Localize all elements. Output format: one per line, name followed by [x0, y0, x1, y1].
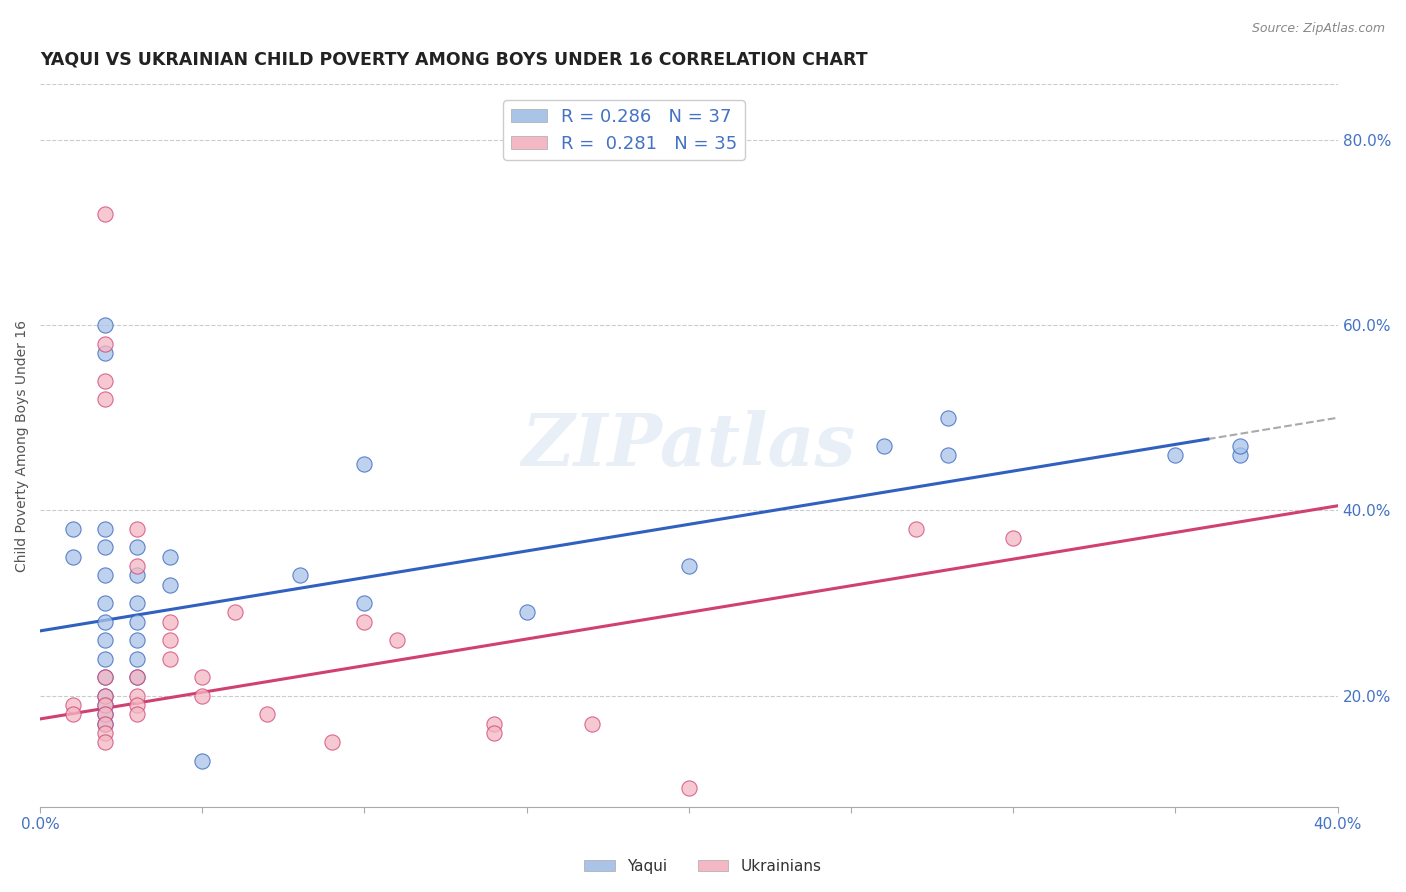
Point [94, 596, 117, 610]
Point [127, 522, 149, 536]
Point [385, 633, 408, 648]
Point [127, 615, 149, 629]
Point [224, 606, 246, 620]
Point [62, 707, 84, 722]
Point [938, 410, 960, 425]
Point [159, 577, 181, 591]
Legend: Yaqui, Ukrainians: Yaqui, Ukrainians [578, 853, 828, 880]
Point [94, 698, 117, 712]
Point [159, 633, 181, 648]
Point [1229, 448, 1251, 462]
Point [256, 707, 278, 722]
Point [94, 670, 117, 684]
Point [353, 596, 375, 610]
Point [94, 707, 117, 722]
Point [127, 596, 149, 610]
Point [94, 374, 117, 388]
Point [678, 559, 700, 574]
Point [94, 207, 117, 221]
Point [94, 615, 117, 629]
Point [94, 716, 117, 731]
Point [94, 633, 117, 648]
Point [321, 735, 343, 749]
Point [127, 559, 149, 574]
Point [127, 633, 149, 648]
Point [484, 726, 506, 740]
Point [94, 318, 117, 332]
Point [678, 781, 700, 796]
Point [94, 522, 117, 536]
Point [94, 707, 117, 722]
Point [127, 670, 149, 684]
Point [516, 606, 538, 620]
Point [353, 457, 375, 471]
Point [288, 568, 311, 582]
Text: YAQUI VS UKRAINIAN CHILD POVERTY AMONG BOYS UNDER 16 CORRELATION CHART: YAQUI VS UKRAINIAN CHILD POVERTY AMONG B… [41, 51, 868, 69]
Point [159, 549, 181, 564]
Point [904, 522, 927, 536]
Point [94, 392, 117, 407]
Point [1164, 448, 1187, 462]
Point [127, 541, 149, 555]
Point [127, 651, 149, 665]
Point [94, 346, 117, 360]
Point [353, 615, 375, 629]
Point [94, 568, 117, 582]
Point [62, 549, 84, 564]
Point [94, 336, 117, 351]
Point [191, 670, 214, 684]
Point [484, 716, 506, 731]
Point [94, 726, 117, 740]
Point [127, 689, 149, 703]
Legend: R = 0.286   N = 37, R =  0.281   N = 35: R = 0.286 N = 37, R = 0.281 N = 35 [503, 101, 745, 160]
Point [62, 522, 84, 536]
Point [1229, 438, 1251, 452]
Point [159, 651, 181, 665]
Point [94, 735, 117, 749]
Point [127, 568, 149, 582]
Point [94, 689, 117, 703]
Text: Source: ZipAtlas.com: Source: ZipAtlas.com [1251, 22, 1385, 36]
Point [94, 541, 117, 555]
Point [872, 438, 894, 452]
Point [191, 689, 214, 703]
Point [94, 670, 117, 684]
Point [191, 754, 214, 768]
Point [127, 670, 149, 684]
Point [94, 651, 117, 665]
Point [127, 707, 149, 722]
Y-axis label: Child Poverty Among Boys Under 16: Child Poverty Among Boys Under 16 [15, 319, 30, 572]
Point [938, 448, 960, 462]
Point [94, 689, 117, 703]
Point [62, 698, 84, 712]
Point [1002, 531, 1025, 545]
Point [94, 716, 117, 731]
Point [94, 698, 117, 712]
Text: ZIPatlas: ZIPatlas [522, 410, 856, 481]
Point [581, 716, 603, 731]
Point [159, 615, 181, 629]
Point [127, 698, 149, 712]
